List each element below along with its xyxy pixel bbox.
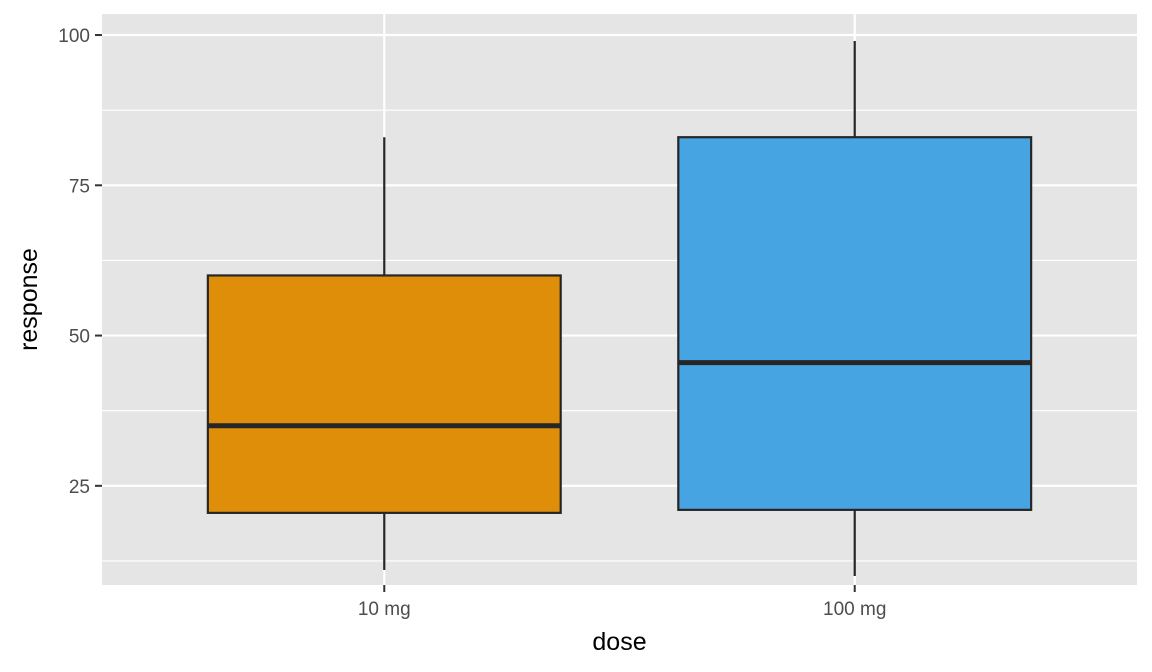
box-series — [206, 41, 1033, 576]
x-axis-title: dose — [592, 628, 646, 656]
box-100-mg — [677, 41, 1033, 576]
x-tick-label: 10 mg — [358, 599, 411, 620]
box-body — [677, 136, 1033, 511]
y-tick-label: 100 — [58, 26, 90, 47]
x-axis: 10 mg 100 mg — [358, 585, 886, 620]
y-tick-label: 75 — [69, 176, 90, 197]
y-axis: 25 50 75 100 — [58, 26, 102, 498]
box-10-mg — [206, 137, 562, 570]
y-axis-title: response — [15, 248, 43, 351]
x-tick-label: 100 mg — [823, 599, 886, 620]
box-body — [206, 274, 562, 514]
y-tick-label: 50 — [69, 327, 90, 348]
y-tick-label: 25 — [69, 477, 90, 498]
